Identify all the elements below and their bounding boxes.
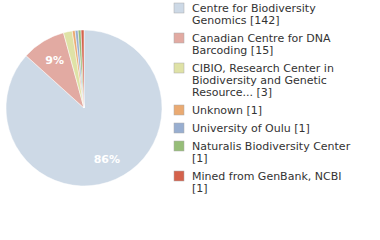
pie-slice: [78, 30, 84, 108]
legend-swatch: [174, 63, 184, 73]
legend: Centre for BiodiversityGenomics [142] Can…: [174, 2, 351, 195]
legend-label: Canadian Centre for DNABarcoding [15]: [192, 32, 331, 57]
legend-label: Unknown [1]: [192, 104, 262, 117]
pie-slice: [6, 30, 162, 186]
legend-swatch: [174, 3, 184, 13]
legend-label-line: [1]: [192, 152, 208, 165]
legend-label-line: Mined from GenBank, NCBI: [192, 170, 341, 183]
legend-label-line: University of Oulu [1]: [192, 122, 310, 135]
legend-label-line: Resource... [3]: [192, 86, 272, 99]
legend-swatch: [174, 123, 184, 133]
legend-label: CIBIO, Research Center inBiodiversity an…: [192, 62, 334, 99]
legend-label-line: Naturalis Biodiversity Center: [192, 140, 351, 153]
legend-item: Canadian Centre for DNABarcoding [15]: [174, 32, 331, 57]
pie-slice: [63, 31, 84, 108]
legend-item: University of Oulu [1]: [174, 122, 310, 135]
slice-label: 9%: [45, 54, 64, 67]
legend-label-line: Barcoding [15]: [192, 44, 273, 57]
legend-swatch: [174, 171, 184, 181]
pie: 86% 9%: [6, 30, 162, 186]
legend-swatch: [174, 105, 184, 115]
legend-item: CIBIO, Research Center inBiodiversity an…: [174, 62, 334, 99]
pie-slice: [72, 31, 84, 108]
legend-item: Mined from GenBank, NCBI[1]: [174, 170, 341, 195]
legend-swatch: [174, 141, 184, 151]
legend-label: Naturalis Biodiversity Center[1]: [192, 140, 351, 165]
pie-slice: [75, 30, 84, 108]
legend-label-line: [1]: [192, 182, 208, 195]
legend-label: Centre for BiodiversityGenomics [142]: [192, 2, 316, 27]
legend-label-line: Unknown [1]: [192, 104, 262, 117]
legend-item: Naturalis Biodiversity Center[1]: [174, 140, 351, 165]
legend-item: Centre for BiodiversityGenomics [142]: [174, 2, 316, 27]
slice-label: 86%: [94, 153, 120, 166]
legend-label-line: Genomics [142]: [192, 14, 280, 27]
chart: 86% 9% Centre for BiodiversityGenomics [14…: [0, 0, 380, 240]
legend-label: Mined from GenBank, NCBI[1]: [192, 170, 341, 195]
legend-label: University of Oulu [1]: [192, 122, 310, 135]
legend-item: Unknown [1]: [174, 104, 262, 117]
legend-swatch: [174, 33, 184, 43]
pie-slice: [81, 30, 84, 108]
